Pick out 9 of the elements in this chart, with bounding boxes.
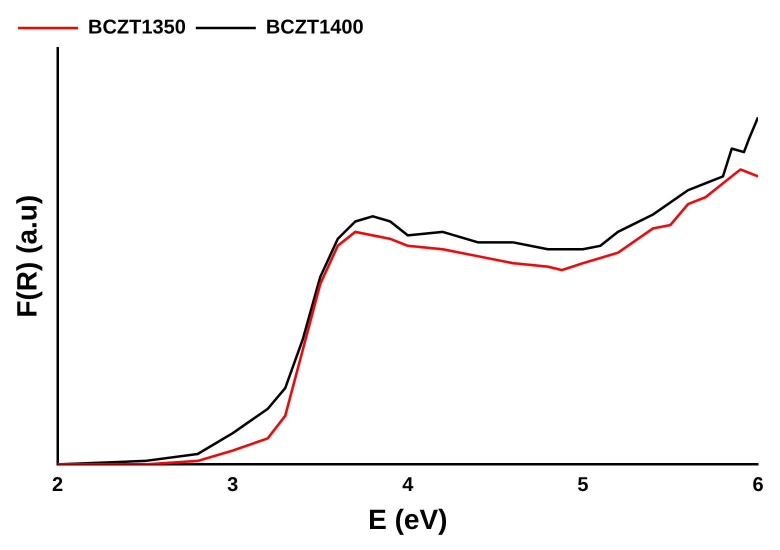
y-axis-title: F(R) (a.u)	[12, 194, 43, 318]
x-tick-label: 3	[227, 474, 238, 496]
x-tick-label: 2	[52, 474, 64, 496]
legend-label: BCZT1400	[266, 16, 364, 39]
x-tick-label: 5	[577, 474, 588, 496]
x-tick-label: 4	[402, 474, 414, 496]
legend-label: BCZT1350	[88, 16, 186, 39]
x-axis-title: E (eV)	[368, 504, 448, 535]
x-tick-label: 6	[752, 474, 764, 496]
